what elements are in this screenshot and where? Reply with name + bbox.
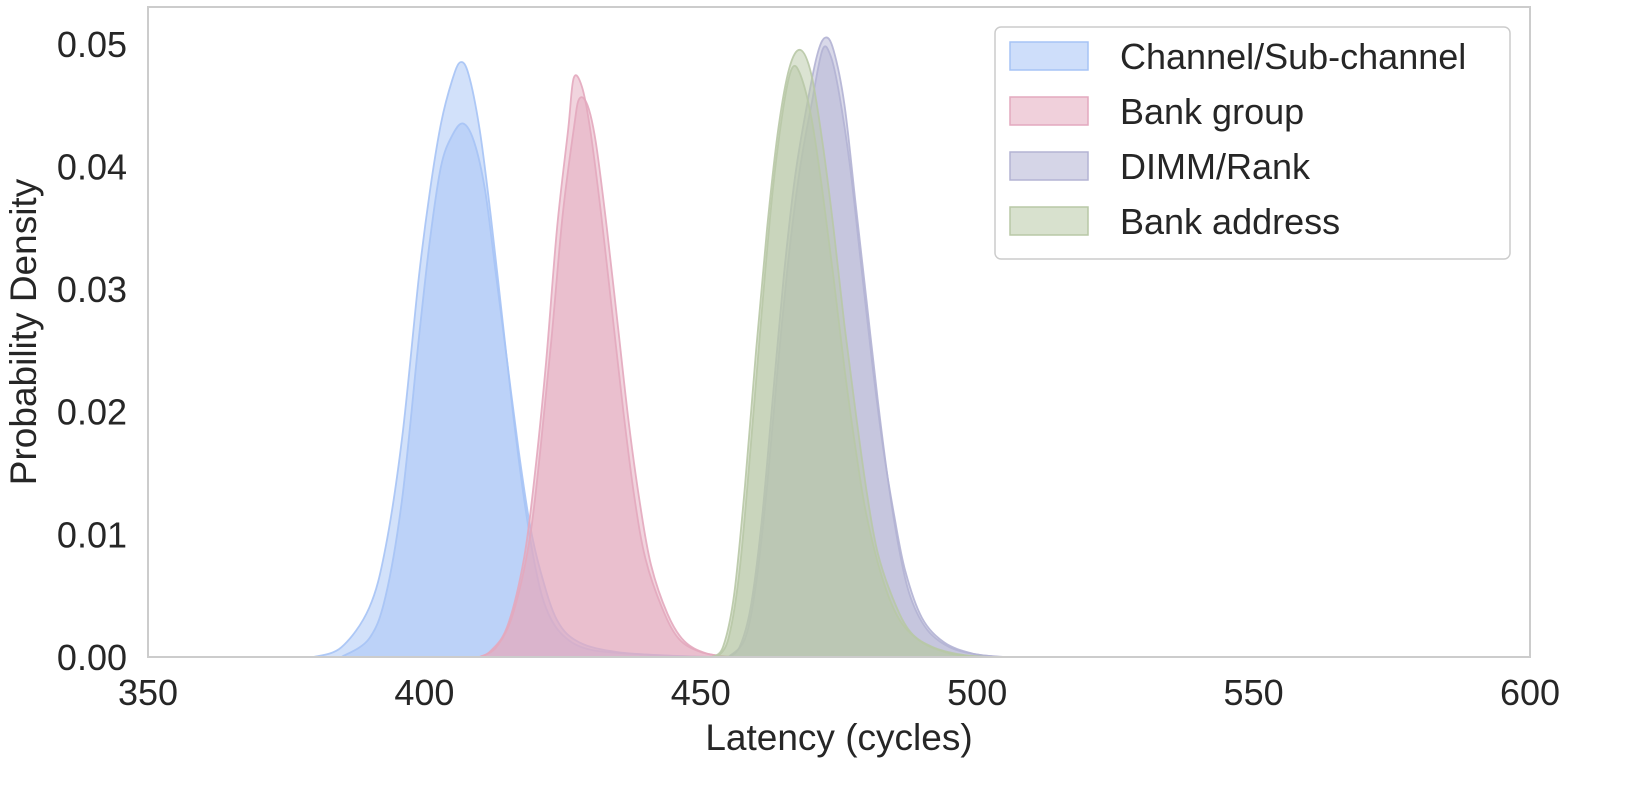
legend-box xyxy=(994,26,1511,260)
x-tick-label: 450 xyxy=(671,672,731,713)
density-line-3-0 xyxy=(711,48,989,658)
x-tick-label: 350 xyxy=(118,672,178,713)
y-tick-label: 0.01 xyxy=(57,514,127,555)
legend-label: DIMM/Rank xyxy=(1120,146,1311,187)
legend-items: Channel/Sub-channel Bank group DIMM/Rank Ba… xyxy=(1009,36,1466,242)
y-tick-label: 0.00 xyxy=(57,637,127,678)
legend-swatch xyxy=(1009,206,1089,236)
x-axis-title: Latency (cycles) xyxy=(705,717,972,758)
density-line-1-1 xyxy=(479,96,735,658)
legend-label: Bank address xyxy=(1120,201,1340,242)
plot-frame xyxy=(147,6,1531,658)
legend-swatch xyxy=(1009,96,1089,126)
x-tick-label: 500 xyxy=(947,672,1007,713)
x-tick-label: 600 xyxy=(1500,672,1560,713)
density-line-3-1 xyxy=(716,64,978,658)
legend-label: Bank group xyxy=(1120,91,1304,132)
x-tick-label: 550 xyxy=(1224,672,1284,713)
density-area-1-1 xyxy=(479,97,734,657)
x-axis-ticks: 350 400 450 500 550 600 xyxy=(118,672,1560,713)
density-curves xyxy=(313,36,1005,658)
y-tick-label: 0.04 xyxy=(57,146,127,187)
legend-swatch xyxy=(1009,41,1089,71)
y-axis-title: Probability Density xyxy=(3,178,44,485)
x-tick-label: 400 xyxy=(394,672,454,713)
y-tick-label: 0.02 xyxy=(57,392,127,433)
density-area-3-1 xyxy=(717,65,978,658)
legend-swatch xyxy=(1009,151,1089,181)
y-tick-label: 0.05 xyxy=(57,24,127,65)
density-area-0-1 xyxy=(341,123,729,658)
y-tick-label: 0.03 xyxy=(57,269,127,310)
y-axis-ticks: 0.00 0.01 0.02 0.03 0.04 0.05 xyxy=(57,24,127,678)
legend-label: Channel/Sub-channel xyxy=(1120,36,1466,77)
legend: Channel/Sub-channel Bank group DIMM/Rank Ba… xyxy=(994,26,1511,260)
